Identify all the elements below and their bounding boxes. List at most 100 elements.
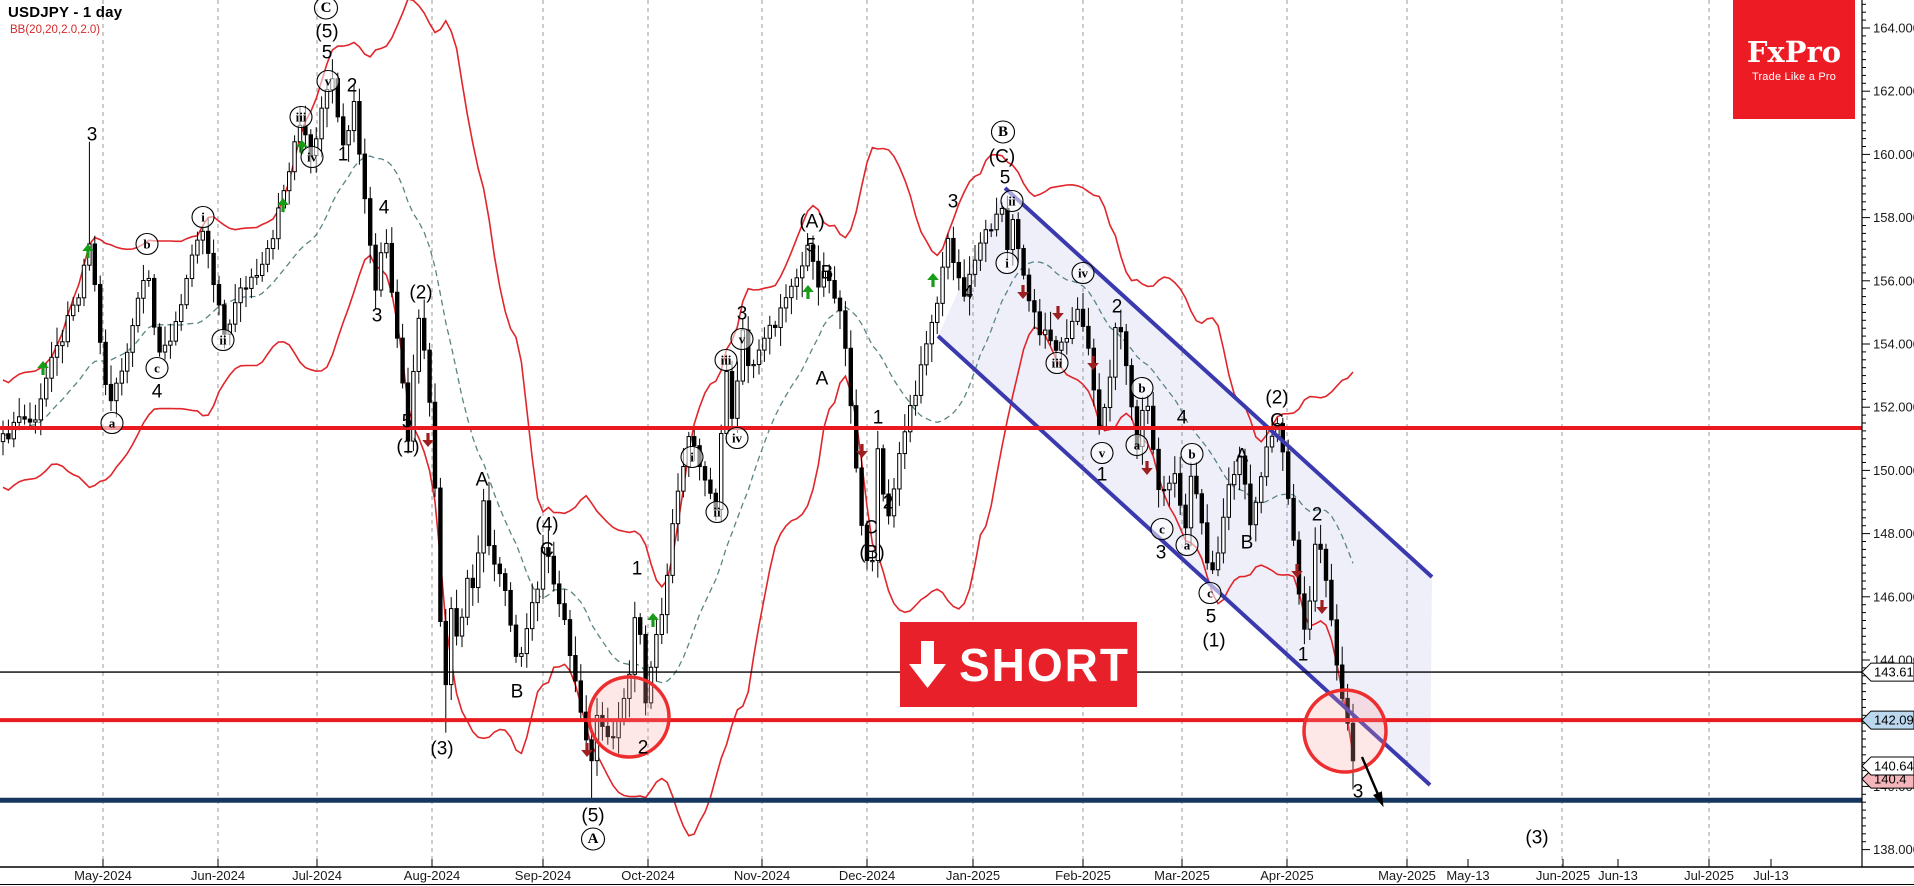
buy-arrow-icon (37, 361, 49, 375)
wave-label: iv (1078, 266, 1089, 281)
wave-label: iii (1052, 356, 1063, 371)
wave-label: 3 (1156, 543, 1167, 564)
wave-label: v (739, 332, 746, 347)
date-tick-label: Mar-2025 (1154, 868, 1210, 883)
sell-arrow-icon (1316, 600, 1328, 614)
date-tick-label: Jun-2024 (191, 868, 245, 883)
wave-label: (2) (409, 283, 432, 304)
projection-arrow (1360, 756, 1384, 808)
wave-label: C (540, 540, 554, 561)
buy-arrow-icon (82, 244, 94, 258)
wave-label: A (1236, 446, 1249, 467)
wave-label: (4) (535, 515, 558, 536)
candles-layer (0, 59, 1356, 800)
price-tick-label: 146.000 (1873, 589, 1914, 604)
sell-arrow-icon (1291, 564, 1303, 578)
bollinger-lower-band (2, 254, 1354, 837)
wave-label: (3) (1525, 828, 1548, 849)
level-price-tag (1861, 662, 1914, 682)
wave-label: a (1134, 438, 1141, 453)
date-tick-label: Dec-2024 (839, 868, 895, 883)
wave-label: 3 (87, 125, 98, 146)
gridlines-layer (102, 0, 1710, 867)
date-tick-label: Jul-2024 (292, 868, 342, 883)
wave-label: 2 (1312, 505, 1323, 526)
wave-label: ii (713, 505, 721, 520)
wave-label: (5) (581, 806, 604, 827)
sell-arrow-icon (1141, 461, 1153, 475)
price-tick-label: 160.000 (1873, 147, 1914, 162)
date-tick-label: Apr-2025 (1260, 868, 1313, 883)
wave-label: 2 (883, 493, 894, 514)
level-price-tag (1861, 756, 1914, 776)
buy-arrow-icon (927, 273, 939, 287)
sell-arrow-icon (1087, 356, 1099, 370)
signal-label: SHORT (959, 638, 1130, 691)
wave-label: 1 (1097, 465, 1108, 486)
wave-label: 1 (873, 408, 884, 429)
price-tick-label: 162.000 (1873, 84, 1914, 99)
wave-label: (1) (396, 437, 419, 458)
date-tick-label: Aug-2024 (404, 868, 460, 883)
wave-label: 3 (1353, 782, 1364, 803)
alert-circle (1302, 688, 1388, 774)
buy-arrow-icon (296, 140, 308, 154)
date-tick-label: Jul-13 (1753, 868, 1788, 883)
wave-label: B (998, 124, 1008, 140)
wave-label: 4 (152, 382, 163, 403)
wave-label: 1 (338, 145, 349, 166)
wave-label: B (1241, 533, 1254, 554)
wave-label: C (321, 0, 332, 16)
wave-label: ii (219, 333, 227, 348)
channel-lower-line (936, 334, 1432, 787)
date-tick-label: May-2024 (74, 868, 132, 883)
wave-label: 5 (1000, 168, 1011, 189)
wave-label: C (864, 518, 878, 539)
date-tick-label: Oct-2024 (621, 868, 674, 883)
sell-arrow-icon (422, 433, 434, 447)
wave-label: C (1270, 411, 1284, 432)
wave-label: 3 (372, 306, 383, 327)
date-tick-label: Sep-2024 (515, 868, 571, 883)
wave-label: 3 (948, 192, 959, 213)
wave-label: iv (732, 431, 743, 446)
price-tick-label: 150.000 (1873, 463, 1914, 478)
wave-label: 4 (1177, 408, 1188, 429)
wave-label: (2) (1265, 388, 1288, 409)
sell-arrow-icon (581, 743, 593, 757)
symbol-title: USDJPY - 1 day (8, 4, 123, 21)
wave-label: 5 (806, 236, 817, 257)
date-tick-label: Nov-2024 (734, 868, 790, 883)
date-tick-label: Jan-2025 (946, 868, 1000, 883)
wave-label: (C) (989, 147, 1015, 168)
wave-label: 1 (1298, 645, 1309, 666)
wave-label: i (690, 450, 694, 465)
wave-label: i (1005, 256, 1009, 271)
wave-label: ii (1008, 194, 1016, 209)
signal-arrows-layer (37, 140, 1328, 757)
wave-label: v (1099, 446, 1106, 461)
price-tick-label: 156.000 (1873, 273, 1914, 288)
wave-label: 5 (402, 412, 413, 433)
buy-arrow-icon (277, 198, 289, 212)
price-tick-label: 148.000 (1873, 526, 1914, 541)
price-tick-label: 158.000 (1873, 210, 1914, 225)
wave-label: c (1207, 586, 1213, 601)
wave-label: (3) (430, 739, 453, 760)
wave-label: c (1159, 522, 1165, 537)
wave-label: c (154, 361, 160, 376)
date-tick-label: May-2025 (1378, 868, 1436, 883)
wave-label: 4 (379, 198, 390, 219)
date-tick-label: Feb-2025 (1055, 868, 1111, 883)
wave-label: b (1138, 381, 1145, 396)
price-tick-label: 152.000 (1873, 400, 1914, 415)
price-tick-label: 138.000 (1873, 842, 1914, 857)
wave-label: v (325, 74, 332, 89)
date-tick-label: Jun-2025 (1536, 868, 1590, 883)
wave-label: 4 (963, 283, 974, 304)
